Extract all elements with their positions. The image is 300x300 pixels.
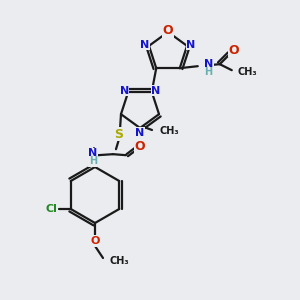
- Text: N: N: [88, 148, 98, 158]
- Text: N: N: [140, 40, 150, 50]
- Text: O: O: [163, 25, 173, 38]
- Text: H: H: [89, 156, 97, 166]
- Text: N: N: [135, 128, 145, 138]
- Text: S: S: [115, 128, 124, 141]
- Text: H: H: [204, 67, 212, 77]
- Text: N: N: [186, 40, 196, 50]
- Text: CH₃: CH₃: [238, 67, 257, 77]
- Text: CH₃: CH₃: [109, 256, 129, 266]
- Text: Cl: Cl: [46, 204, 58, 214]
- Text: O: O: [90, 236, 100, 246]
- Text: N: N: [151, 86, 160, 96]
- Text: O: O: [135, 140, 145, 153]
- Text: CH₃: CH₃: [160, 126, 180, 136]
- Text: N: N: [120, 86, 129, 96]
- Text: N: N: [204, 59, 213, 69]
- Text: O: O: [228, 44, 239, 57]
